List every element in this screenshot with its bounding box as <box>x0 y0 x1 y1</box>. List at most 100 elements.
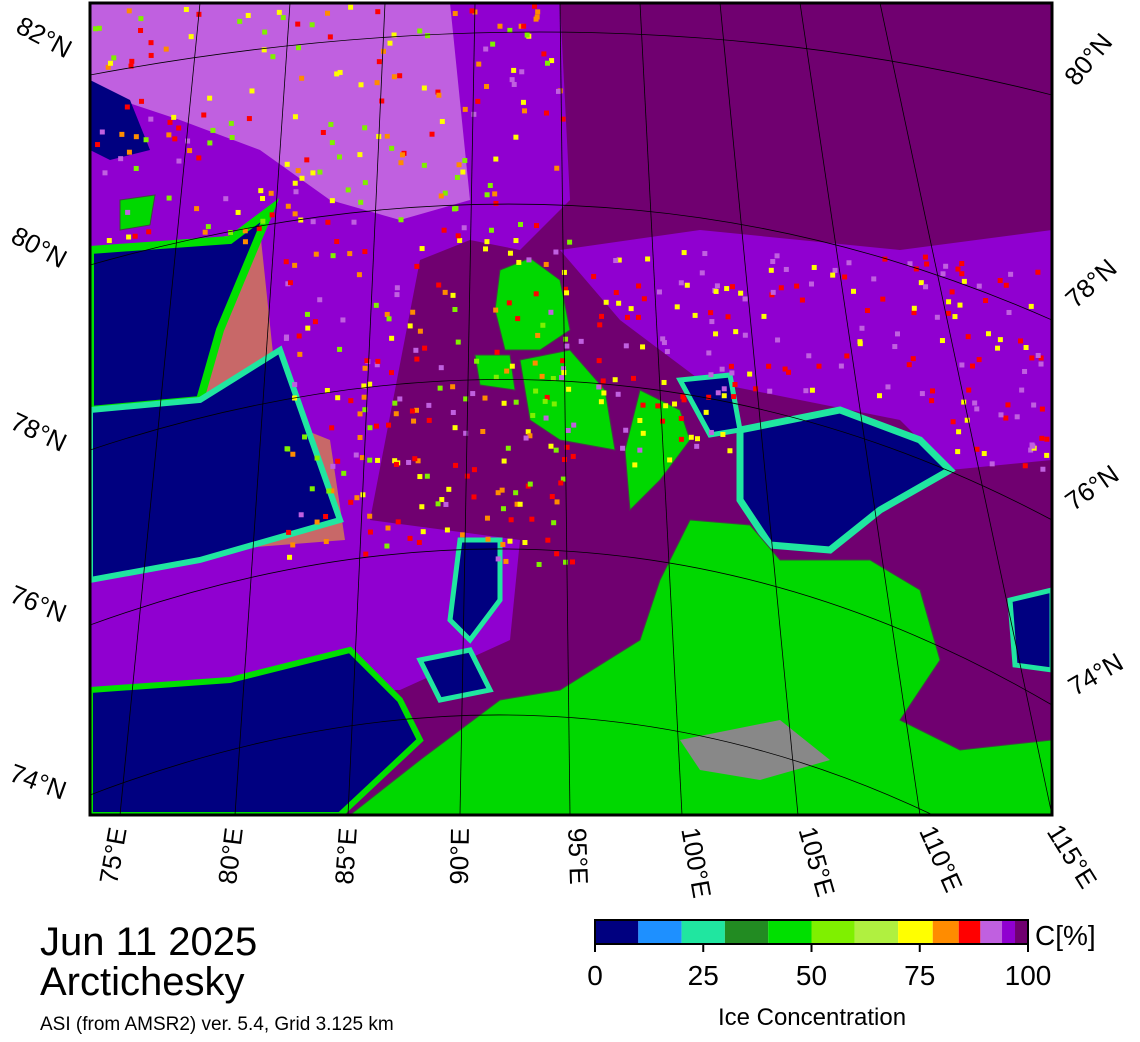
ice-cell <box>706 350 712 356</box>
ice-cell <box>532 360 538 366</box>
ice-cell <box>570 453 576 459</box>
ice-cell <box>500 506 506 512</box>
ice-cell <box>132 233 138 239</box>
ice-cell <box>513 238 519 244</box>
ice-cell <box>359 21 365 27</box>
ice-cell <box>471 111 477 117</box>
ice-cell <box>292 262 298 268</box>
ice-cell <box>185 19 191 25</box>
ice-cell <box>976 357 982 363</box>
ice-cell <box>637 447 643 453</box>
ice-cell <box>569 559 575 565</box>
ice-cell <box>596 358 602 364</box>
ice-cell <box>435 501 441 507</box>
ice-cell <box>561 269 567 275</box>
ice-cell <box>93 26 99 32</box>
ice-cell <box>1022 463 1028 469</box>
colorbar-label: Ice Concentration <box>718 1004 906 1031</box>
ice-cell <box>362 125 368 131</box>
ice-cell <box>535 9 541 15</box>
ice-cell <box>907 261 913 267</box>
ice-cell <box>484 192 490 198</box>
ice-cell <box>616 257 622 263</box>
colorbar-swatch <box>854 920 899 944</box>
ice-cell <box>522 540 528 546</box>
ice-cell <box>118 156 124 162</box>
ice-cell <box>166 195 172 201</box>
ice-cell <box>955 266 961 272</box>
ice-cell <box>460 532 466 538</box>
ice-cell <box>513 399 519 405</box>
ice-cell <box>985 331 991 337</box>
ice-cell <box>358 82 364 88</box>
ice-cell <box>514 501 520 507</box>
ice-cell <box>1040 466 1046 472</box>
ice-cell <box>567 239 573 245</box>
ice-cell <box>309 22 315 28</box>
ice-cell <box>509 363 515 369</box>
map <box>90 3 1052 815</box>
ice-cell <box>313 251 319 257</box>
ice-cell <box>974 446 980 452</box>
ice-cell <box>706 394 712 400</box>
ice-cell <box>450 409 456 415</box>
ice-cell <box>684 282 690 288</box>
open-water <box>90 646 424 815</box>
colorbar-swatch <box>1002 920 1016 944</box>
colorbar-tick-label: 75 <box>904 960 935 991</box>
ice-cell <box>521 23 527 29</box>
ice-cell <box>379 98 385 104</box>
ice-cell <box>561 457 567 463</box>
ice-cell <box>386 316 392 322</box>
ice-cell <box>501 400 507 406</box>
ice-cell <box>394 285 400 291</box>
ice-cell <box>442 190 448 196</box>
ice-cell <box>981 451 987 457</box>
ice-cell <box>411 418 417 424</box>
ice-cell <box>412 456 418 462</box>
ice-cell <box>298 512 304 518</box>
ice-cell <box>293 189 299 195</box>
ice-cell <box>597 322 603 328</box>
ice-cell <box>330 253 336 259</box>
ice-cell <box>437 385 443 391</box>
ice-cell <box>421 162 427 168</box>
ice-cell <box>392 458 398 464</box>
ice-cell <box>296 45 302 51</box>
ice-cell <box>517 501 523 507</box>
lon-label: 90°E <box>444 828 475 885</box>
ice-cell <box>484 515 490 521</box>
ice-cell <box>285 281 291 287</box>
date: Jun 11 2025 <box>40 920 257 964</box>
ice-cell <box>235 209 241 215</box>
ice-cell <box>414 263 420 269</box>
colorbar-swatch <box>932 920 959 944</box>
ice-cell <box>664 349 670 355</box>
open-water <box>416 647 494 703</box>
ice-cell <box>919 391 925 397</box>
ice-cell <box>484 83 490 89</box>
ice-cell <box>320 129 326 135</box>
colorbar-swatch <box>638 920 682 944</box>
ice-cell <box>623 427 629 433</box>
ice-cell <box>503 558 509 564</box>
ice-cell <box>507 27 513 33</box>
ice-cell <box>461 225 467 231</box>
ice-cell <box>367 457 373 463</box>
ice-cell <box>600 378 606 384</box>
ice-cell <box>196 120 202 126</box>
ice-cell <box>163 46 169 52</box>
ice-cell <box>384 543 390 549</box>
ice-cell <box>422 345 428 351</box>
ice-cell <box>1008 271 1014 277</box>
ice-cell <box>326 488 332 494</box>
ice-cell <box>452 306 458 312</box>
open-water <box>1007 587 1052 673</box>
ice-cell <box>444 527 450 533</box>
ice-cell <box>507 538 513 544</box>
ice-cell <box>783 266 789 272</box>
ice-cell <box>176 125 182 131</box>
ice-cell <box>976 283 982 289</box>
colorbar-swatch <box>768 920 812 944</box>
